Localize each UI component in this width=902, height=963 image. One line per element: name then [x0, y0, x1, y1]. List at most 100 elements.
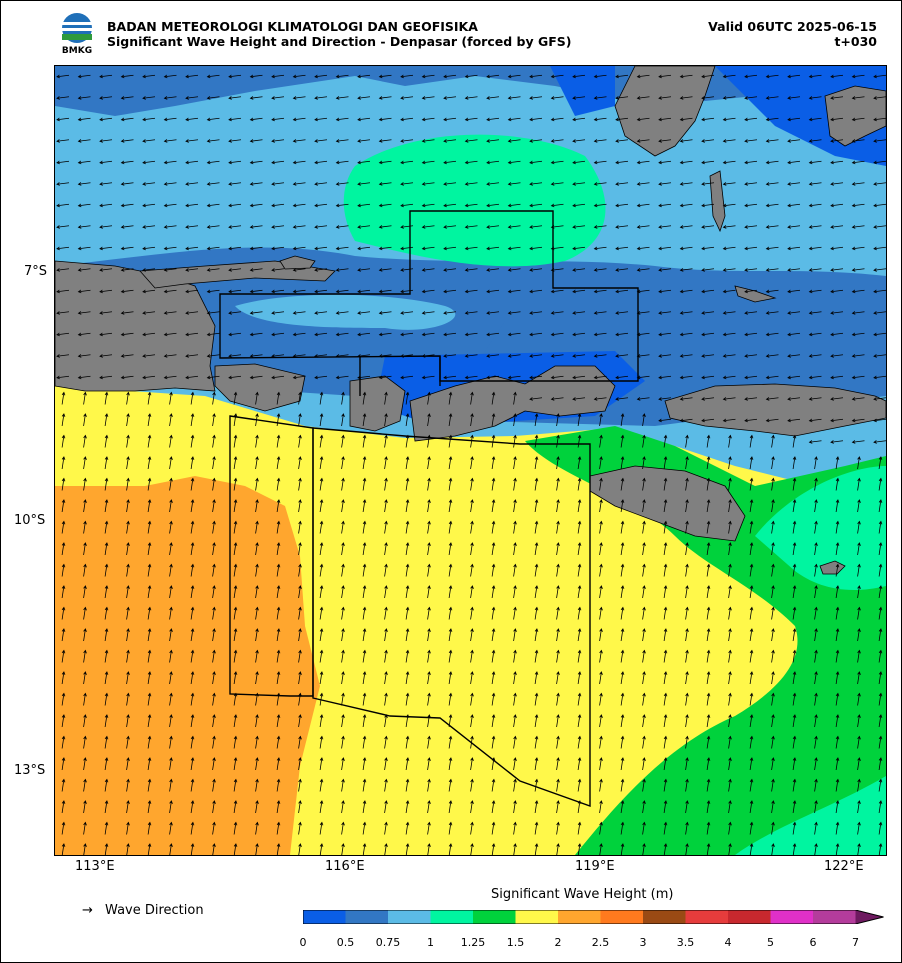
- wave-arrow: [701, 332, 715, 337]
- wave-arrow: [341, 843, 345, 855]
- wave-arrow: [185, 354, 199, 358]
- wave-arrow: [341, 800, 345, 814]
- wave-arrow: [271, 354, 285, 358]
- wave-arrow: [61, 434, 66, 448]
- wave-arrow: [787, 289, 801, 294]
- wave-arrow: [276, 714, 281, 728]
- wave-arrow: [663, 542, 668, 556]
- wave-arrow: [599, 649, 603, 663]
- wave-arrow: [335, 203, 349, 208]
- wave-arrow: [878, 456, 883, 470]
- wave-arrow: [722, 289, 736, 294]
- wave-arrow: [642, 671, 646, 685]
- wave-arrow: [163, 375, 177, 380]
- wave-arrow: [765, 203, 779, 208]
- wave-arrow: [486, 354, 500, 358]
- wave-arrow: [255, 585, 259, 599]
- wave-arrow: [448, 563, 453, 577]
- wave-arrow: [507, 332, 521, 337]
- wave-arrow: [534, 821, 539, 835]
- wave-arrow: [808, 354, 822, 358]
- wave-arrow: [787, 160, 801, 165]
- wave-arrow: [771, 800, 775, 814]
- wave-arrow: [255, 391, 259, 405]
- wave-arrow: [765, 160, 779, 165]
- wave-arrow: [147, 585, 152, 599]
- wave-arrow: [792, 520, 797, 534]
- wave-arrow: [233, 391, 238, 405]
- wave-arrow: [792, 628, 797, 642]
- wave-arrow: [701, 375, 715, 380]
- wave-arrow: [814, 735, 818, 749]
- wave-arrow: [513, 628, 517, 642]
- wave-arrow: [486, 375, 500, 380]
- wave-arrow: [814, 628, 818, 642]
- wave-arrow: [491, 499, 496, 513]
- wave-arrow: [491, 585, 496, 599]
- wave-arrow: [771, 456, 775, 470]
- wave-arrow: [835, 606, 840, 620]
- wave-arrow: [550, 246, 564, 251]
- wave-arrow: [83, 735, 87, 749]
- wave-arrow: [529, 311, 543, 315]
- wave-arrow: [212, 843, 216, 855]
- wave-arrow: [851, 332, 865, 337]
- wave-arrow: [814, 671, 818, 685]
- wave-arrow: [507, 289, 521, 294]
- wave-arrow: [169, 434, 173, 448]
- wave-arrow: [744, 203, 758, 208]
- wave-arrow: [83, 714, 87, 728]
- wave-arrow: [749, 456, 754, 470]
- wave-arrow: [556, 585, 560, 599]
- wave-arrow: [873, 332, 886, 337]
- wave-arrow: [335, 311, 349, 315]
- wave-arrow: [185, 96, 199, 100]
- wave-arrow: [620, 563, 625, 577]
- wave-arrow: [706, 542, 711, 556]
- wave-arrow: [835, 649, 840, 663]
- wave-arrow: [706, 606, 711, 620]
- wave-arrow: [615, 182, 629, 186]
- flores-island: [664, 383, 886, 437]
- wave-arrow: [636, 332, 650, 337]
- wave-arrow: [255, 843, 259, 855]
- wave-arrow: [529, 354, 543, 358]
- wave-arrow: [142, 268, 156, 272]
- wave-arrow: [104, 757, 109, 771]
- wave-arrow: [448, 456, 453, 470]
- wave-arrow: [679, 74, 693, 79]
- zone-0: [550, 66, 615, 116]
- wave-arrow: [341, 757, 345, 771]
- wave-arrow: [384, 413, 388, 427]
- wave-arrow: [728, 520, 732, 534]
- wave-arrow: [421, 117, 435, 122]
- wave-arrow: [362, 542, 367, 556]
- wave-arrow: [126, 714, 130, 728]
- wave-arrow: [507, 203, 521, 208]
- wave-arrow: [642, 434, 646, 448]
- wave-arrow: [722, 182, 736, 186]
- wave-arrow: [701, 246, 715, 251]
- wave-arrow: [298, 563, 302, 577]
- wave-arrow: [550, 203, 564, 208]
- wave-arrow: [728, 499, 732, 513]
- wave-arrow: [298, 499, 302, 513]
- wave-arrow: [878, 606, 883, 620]
- wave-arrow: [851, 160, 865, 165]
- wave-arrow: [577, 542, 582, 556]
- wave-arrow: [298, 585, 302, 599]
- wave-arrow: [599, 757, 603, 771]
- wave-arrow: [636, 139, 650, 143]
- wave-arrow: [319, 843, 324, 855]
- wave-arrow: [120, 203, 134, 208]
- wave-arrow: [276, 757, 281, 771]
- wave-arrow: [298, 649, 302, 663]
- wave-arrow: [470, 692, 474, 706]
- wave-arrow: [744, 418, 758, 423]
- wave-arrow: [835, 520, 840, 534]
- wave-arrow: [593, 397, 607, 401]
- wave-arrow: [556, 606, 560, 620]
- wave-arrow: [529, 139, 543, 143]
- wave-arrow: [470, 563, 474, 577]
- wave-arrow: [470, 585, 474, 599]
